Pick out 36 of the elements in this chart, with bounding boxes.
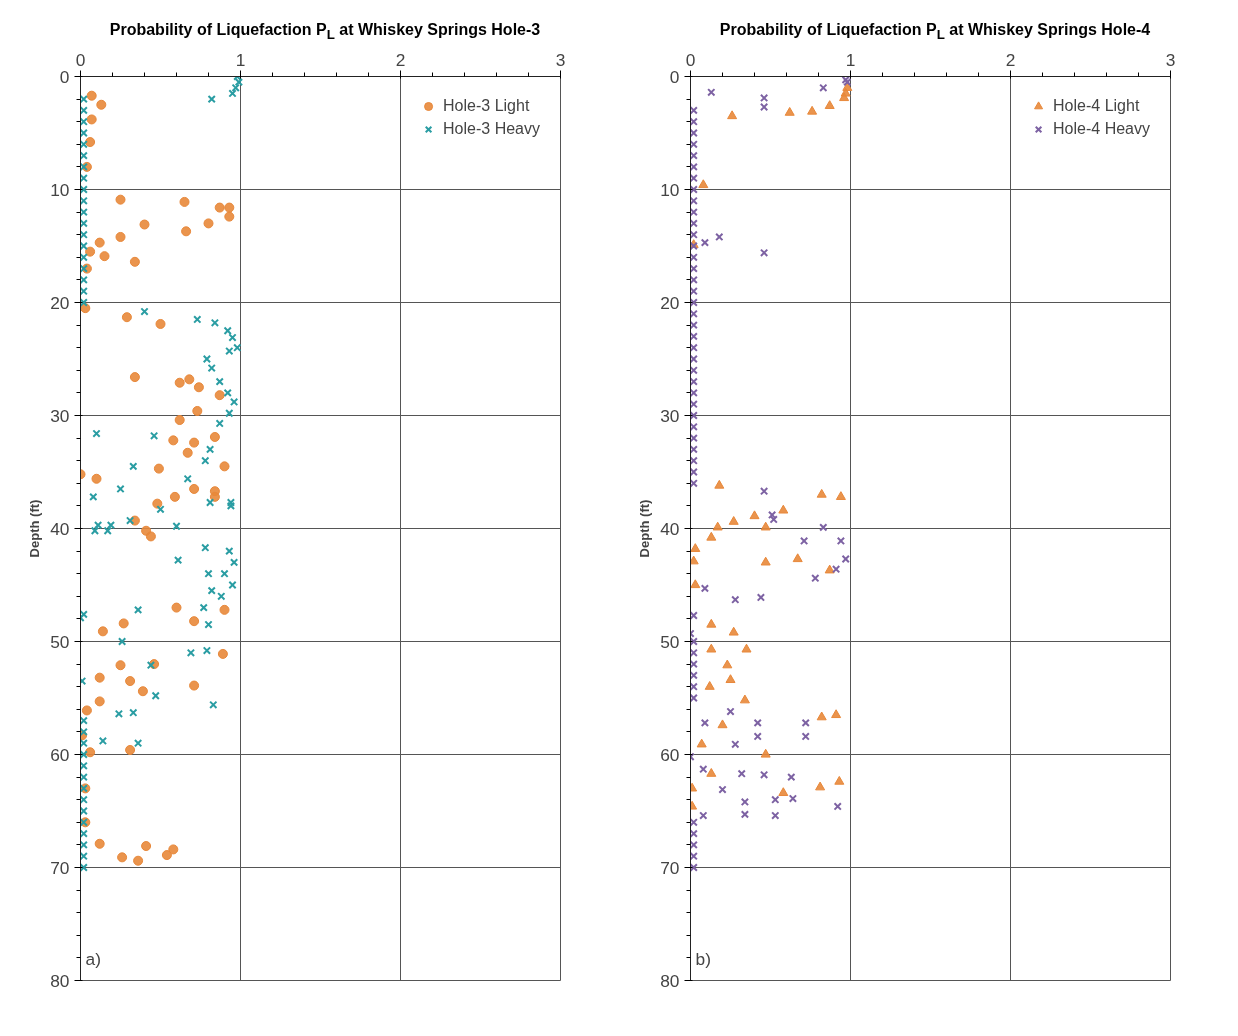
y-tick-label: 40 xyxy=(50,518,70,539)
x-tick-label: 2 xyxy=(395,49,406,70)
x-tick-label: 2 xyxy=(1005,49,1016,70)
y-tick-label: 70 xyxy=(660,857,680,878)
x-tick-label: 0 xyxy=(685,49,696,70)
legend-label: Hole-4 Heavy xyxy=(1053,120,1150,138)
y-tick-label: 50 xyxy=(50,631,70,652)
chart-title: Probability of Liquefaction P$_{L}$ at Whiskey Springs Hole-4 xyxy=(719,20,1151,45)
y-tick-label: 60 xyxy=(50,744,70,765)
legend-label: Hole-4 Light xyxy=(1053,97,1140,115)
y-tick-label: 10 xyxy=(660,179,680,200)
x-tick-label: 1 xyxy=(845,49,856,70)
y-axis-title: Depth (ft) xyxy=(27,499,43,558)
legend-label: Hole-3 Light xyxy=(443,97,530,115)
annotation: b) xyxy=(695,948,711,969)
y-tick-label: 0 xyxy=(59,66,70,87)
y-tick-label: 60 xyxy=(660,744,680,765)
y-axis-title: Depth (ft) xyxy=(637,499,653,558)
x-tick-label: 0 xyxy=(75,49,86,70)
y-tick-label: 80 xyxy=(50,970,70,991)
y-tick-label: 20 xyxy=(50,292,70,313)
y-tick-label: 50 xyxy=(660,631,680,652)
y-tick-label: 30 xyxy=(660,405,680,426)
y-tick-label: 10 xyxy=(50,179,70,200)
y-tick-label: 0 xyxy=(669,66,680,87)
annotation: a) xyxy=(85,948,101,969)
legend-label: Hole-3 Heavy xyxy=(443,120,540,138)
y-tick-label: 30 xyxy=(50,405,70,426)
chart-title: Probability of Liquefaction P$_{L}$ at Whiskey Springs Hole-3 xyxy=(109,20,541,45)
y-tick-label: 40 xyxy=(660,518,680,539)
y-tick-label: 80 xyxy=(660,970,680,991)
x-tick-label: 1 xyxy=(235,49,246,70)
y-tick-label: 70 xyxy=(50,857,70,878)
x-tick-label: 3 xyxy=(1165,49,1176,70)
y-tick-label: 20 xyxy=(660,292,680,313)
x-tick-label: 3 xyxy=(555,49,566,70)
